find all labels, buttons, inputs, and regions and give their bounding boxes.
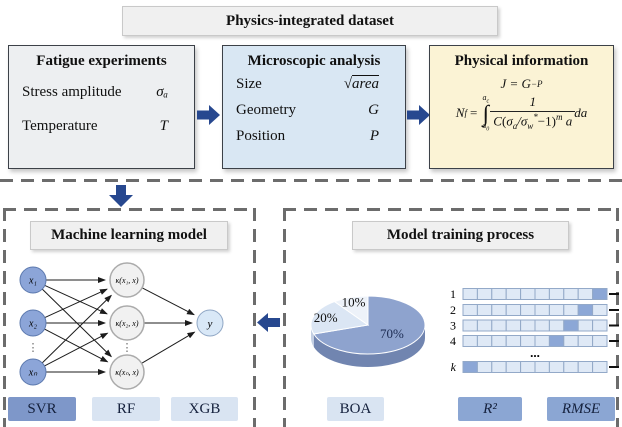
chip-rmse: RMSE: [547, 397, 615, 421]
arrow-down-icon: [109, 185, 133, 207]
physical-title: Physical information: [454, 53, 589, 69]
fatigue-row-temperature: Temperature T: [9, 118, 194, 135]
kfold-cross-validation-diagram: 1 2 34 k...: [450, 287, 619, 374]
ml-title: Machine learning model: [30, 221, 228, 250]
fraction: 1 C(σa/σw*−1)m a: [490, 94, 576, 132]
svg-text:10%: 10%: [342, 294, 366, 309]
microscopic-row-position: Position P: [223, 128, 405, 145]
temperature-label: Temperature: [22, 118, 98, 134]
svg-text:x₁: x₁: [28, 276, 37, 287]
svg-text:xₙ: xₙ: [28, 368, 38, 379]
svg-text:4: 4: [450, 334, 456, 348]
stress-label: Stress amplitude: [22, 84, 122, 100]
microscopic-title: Microscopic analysis: [247, 53, 381, 69]
svg-text:...: ...: [530, 345, 540, 360]
microscopic-row-geometry: Geometry G: [223, 102, 405, 119]
svg-text:⋮: ⋮: [122, 342, 133, 354]
microscopic-row-size: Size √area: [223, 76, 405, 93]
stress-symbol: σₐ: [156, 84, 168, 100]
svg-text:⋮: ⋮: [28, 342, 39, 354]
position-symbol: P: [369, 128, 379, 144]
temperature-symbol: T: [159, 118, 168, 134]
equation-j: J = G −P: [500, 76, 543, 91]
svg-text:κ(x₂, x): κ(x₂, x): [115, 319, 138, 328]
neural-network-diagram: x₁ x₂ xₙ κ(x₁, x) κ(x₂, x) κ(xₙ, x) y ⋮ ⋮: [19, 262, 224, 390]
svg-text:κ(x₁, x): κ(x₁, x): [115, 276, 138, 285]
arrow-right-icon: [197, 105, 220, 125]
model-chip-rf: RF: [92, 397, 160, 421]
chip-r2: R²: [458, 397, 522, 421]
microscopic-analysis-box: Microscopic analysis Size √area Geometry…: [222, 45, 406, 169]
size-symbol: √area: [343, 76, 379, 92]
header-title: Physics-integrated dataset: [122, 6, 498, 36]
svg-text:70%: 70%: [380, 326, 404, 341]
fatigue-title: Fatigue experiments: [36, 53, 167, 69]
model-chip-xgb: XGB: [171, 397, 238, 421]
model-chip-svr: SVR: [8, 397, 76, 421]
svg-text:20%: 20%: [314, 310, 338, 325]
svg-text:κ(xₙ, x): κ(xₙ, x): [115, 368, 139, 377]
svg-text:x₂: x₂: [28, 319, 37, 330]
arrow-right-icon: [407, 105, 430, 125]
geometry-symbol: G: [368, 102, 379, 118]
svg-text:k: k: [451, 360, 457, 374]
fatigue-row-stress: Stress amplitude σₐ: [9, 84, 194, 101]
separator-dashed-line: [0, 179, 622, 182]
size-label: Size: [236, 76, 262, 92]
data-split-pie-chart: 70% 20% 10%: [310, 294, 426, 367]
svg-text:3: 3: [450, 319, 456, 333]
svg-text:y: y: [207, 318, 213, 330]
fatigue-experiments-box: Fatigue experiments Stress amplitude σₐ …: [8, 45, 195, 169]
integral-sign: ac ∫ a0: [482, 93, 490, 133]
geometry-label: Geometry: [236, 102, 296, 118]
chip-boa: BOA: [327, 397, 384, 421]
training-title: Model training process: [352, 221, 569, 250]
svg-text:1: 1: [450, 287, 456, 301]
svg-text:2: 2: [450, 303, 456, 317]
arrow-left-icon: [257, 313, 280, 332]
position-label: Position: [236, 128, 286, 144]
